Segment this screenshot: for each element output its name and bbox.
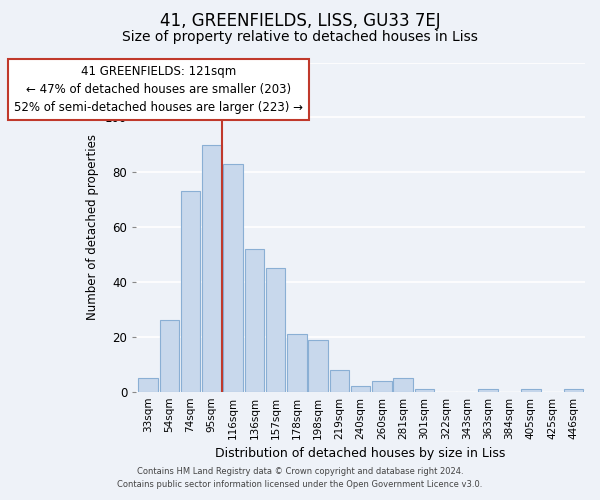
Bar [478, 389, 498, 392]
Text: 41 GREENFIELDS: 121sqm
← 47% of detached houses are smaller (203)
52% of semi-de: 41 GREENFIELDS: 121sqm ← 47% of detached… [14, 65, 303, 114]
Bar [202, 145, 221, 392]
X-axis label: Distribution of detached houses by size in Liss: Distribution of detached houses by size … [215, 447, 506, 460]
Bar [521, 389, 541, 392]
Bar [287, 334, 307, 392]
Text: 41, GREENFIELDS, LISS, GU33 7EJ: 41, GREENFIELDS, LISS, GU33 7EJ [160, 12, 440, 30]
Bar [351, 386, 370, 392]
Bar [223, 164, 243, 392]
Bar [245, 249, 264, 392]
Bar [160, 320, 179, 392]
Bar [181, 192, 200, 392]
Bar [415, 389, 434, 392]
Y-axis label: Number of detached properties: Number of detached properties [86, 134, 100, 320]
Bar [266, 268, 286, 392]
Text: Contains HM Land Registry data © Crown copyright and database right 2024.
Contai: Contains HM Land Registry data © Crown c… [118, 468, 482, 489]
Text: Size of property relative to detached houses in Liss: Size of property relative to detached ho… [122, 30, 478, 44]
Bar [308, 340, 328, 392]
Bar [394, 378, 413, 392]
Bar [372, 380, 392, 392]
Bar [138, 378, 158, 392]
Bar [563, 389, 583, 392]
Bar [329, 370, 349, 392]
